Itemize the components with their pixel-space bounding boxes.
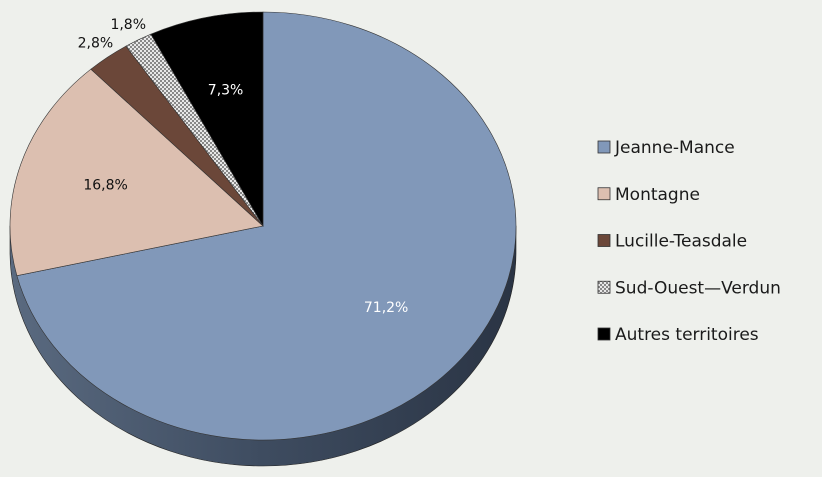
pie: 71,2% 16,8% 2,8% 1,8% 7,3%	[9, 11, 517, 467]
legend-swatch	[597, 327, 611, 341]
legend-label: Sud-Ouest—Verdun	[615, 278, 781, 298]
pie-slice	[150, 11, 264, 228]
legend-swatch	[597, 234, 611, 247]
legend-swatch	[597, 140, 611, 154]
pie-slice	[16, 11, 517, 441]
pie-slice	[9, 68, 264, 277]
legend: Jeanne-Mance Montagne Lucille-Teasdale Sud-…	[597, 138, 781, 345]
data-label: 2,8%	[78, 35, 114, 51]
legend-label: Lucille-Teasdale	[615, 232, 747, 252]
legend-label: Autres territoires	[615, 325, 759, 345]
legend-swatch	[597, 187, 611, 201]
legend-swatch	[597, 280, 611, 294]
data-label: 16,8%	[83, 178, 127, 194]
data-label: 71,2%	[364, 300, 408, 316]
data-label: 7,3%	[208, 83, 244, 99]
legend-label: Jeanne-Mance	[614, 138, 735, 158]
data-label: 1,8%	[110, 17, 146, 33]
legend-label: Montagne	[615, 185, 700, 205]
